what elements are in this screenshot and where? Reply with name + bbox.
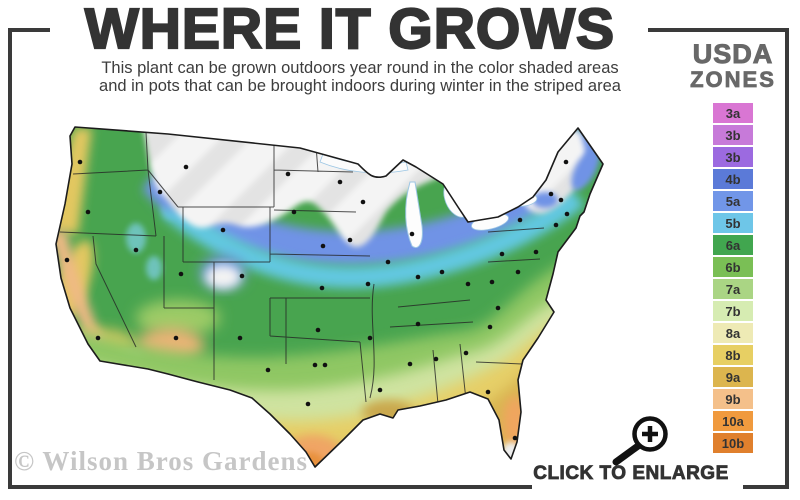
legend-zone-chip: 6a <box>713 235 753 255</box>
usda-zones-legend: USDA ZONES <box>683 40 783 92</box>
watermark: © Wilson Bros Gardens <box>14 446 308 476</box>
city-dots <box>64 159 570 441</box>
legend-title-zones: ZONES <box>690 67 776 92</box>
page-title: WHERE IT GROWS <box>84 0 616 62</box>
frame-top-left-arm <box>8 28 50 32</box>
legend-zone-chip: 6b <box>713 257 753 277</box>
legend-zone-chip: 4b <box>713 169 753 189</box>
legend-zone-chip: 5b <box>713 213 753 233</box>
frame-right-line <box>785 28 789 489</box>
legend-zone-chip: 7b <box>713 301 753 321</box>
subtitle-line-1: This plant can be grown outdoors year ro… <box>101 59 619 77</box>
subtitle: This plant can be grown outdoors year ro… <box>40 59 680 95</box>
frame-left-line <box>8 28 12 489</box>
legend-zone-chip: 5a <box>713 191 753 211</box>
magnifying-glass-plus-icon[interactable] <box>603 410 675 473</box>
legend-zone-chip: 8b <box>713 345 753 365</box>
legend-zone-chip: 3b <box>713 125 753 145</box>
zone-shading <box>56 127 603 467</box>
frame-bottom-line <box>8 485 532 489</box>
frame-top-right-arm <box>648 28 789 32</box>
us-zone-map[interactable] <box>18 112 618 474</box>
legend-zone-chip: 8a <box>713 323 753 343</box>
legend-zone-chip: 3b <box>713 147 753 167</box>
subtitle-line-2: and in pots that can be brought indoors … <box>99 77 621 95</box>
legend-zone-chip: 7a <box>713 279 753 299</box>
legend-zone-chip: 10a <box>713 411 753 431</box>
legend-title-usda: USDA <box>692 39 774 69</box>
click-to-enlarge-label[interactable]: CLICK TO ENLARGE <box>533 463 729 485</box>
state-borders <box>59 131 545 405</box>
legend-zone-chip: 10b <box>713 433 753 453</box>
frame-bottom-right-arm <box>743 485 789 489</box>
legend-zone-list: 3a 3b 3b 4b 5a 5b 6a 6b 7a 7b 8a 8b 9a 9b 10a 10b <box>713 103 753 455</box>
legend-zone-chip: 9a <box>713 367 753 387</box>
us-outline <box>55 126 604 468</box>
legend-zone-chip: 3a <box>713 103 753 123</box>
legend-zone-chip: 9b <box>713 389 753 409</box>
